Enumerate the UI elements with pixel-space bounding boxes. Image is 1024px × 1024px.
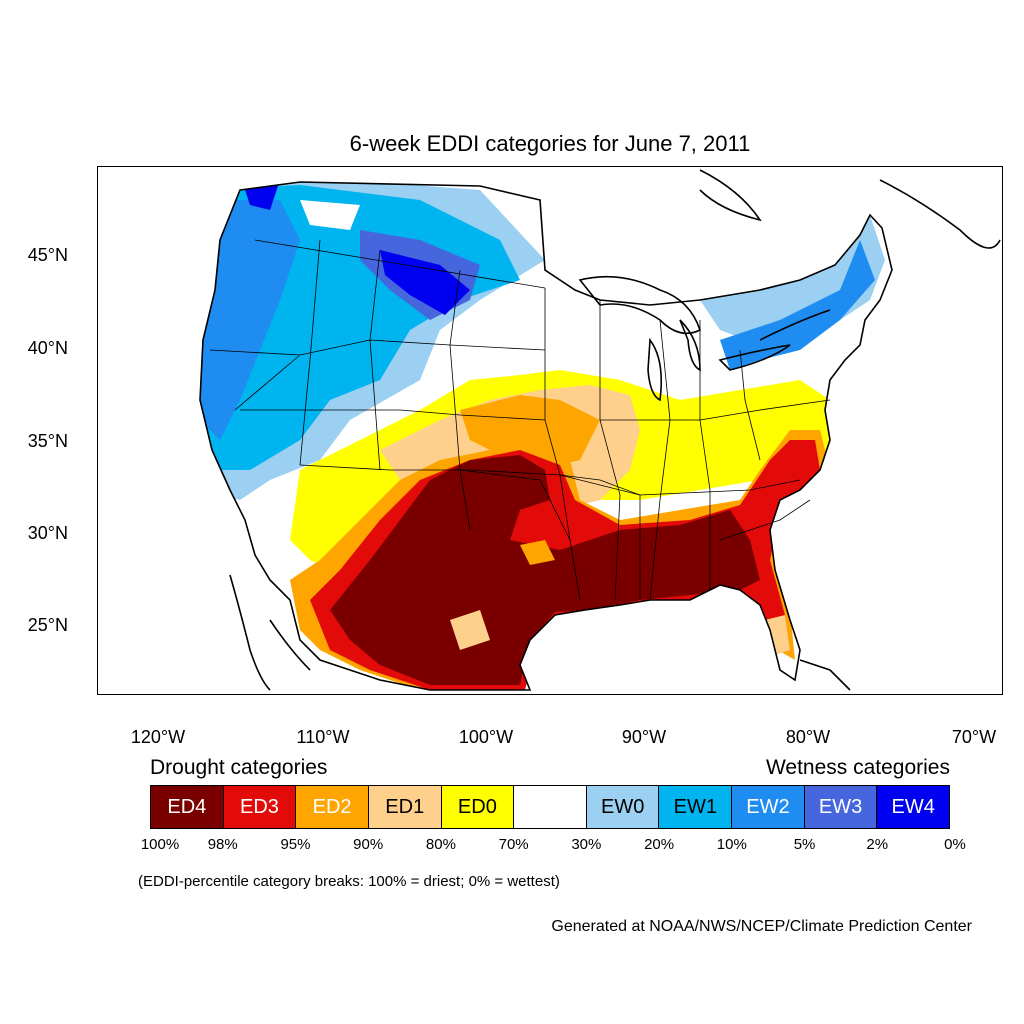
legend-box-ew2: EW2 — [732, 786, 805, 828]
lon-label-90: 90°W — [621, 727, 667, 747]
state-boundaries — [209, 239, 831, 601]
coastlines — [199, 169, 1001, 691]
drought-heading: Drought categories — [150, 756, 328, 779]
wet-ew2-northeast — [720, 240, 875, 370]
legend-break-label: 5% — [793, 836, 816, 853]
legend-break-label: 10% — [716, 836, 747, 853]
dry-ed1-great-lakes — [640, 220, 750, 295]
lon-label-110: 110°W — [296, 727, 350, 747]
legend-box-ed2: ED2 — [296, 786, 369, 828]
lat-label-35: 35°N — [27, 431, 68, 451]
wetness-heading: Wetness categories — [765, 756, 950, 779]
legend-break-label: 80% — [425, 836, 456, 853]
legend-color-bar: ED4 ED3 ED2 ED1 ED0 EW0 EW1 EW2 EW3 EW4 — [150, 785, 950, 829]
map-title: 6-week EDDI categories for June 7, 2011 — [349, 131, 751, 156]
wet-ew4-montana — [380, 250, 470, 315]
legend-box-ed0: ED0 — [441, 786, 515, 828]
legend-break-label: 2% — [866, 836, 889, 853]
legend-box-neutral — [514, 786, 587, 828]
category-break-note: (EDDI-percentile category breaks: 100% =… — [138, 873, 560, 890]
lat-label-30: 30°N — [27, 523, 68, 543]
credit-line: Generated at NOAA/NWS/NCEP/Climate Predi… — [551, 918, 972, 935]
legend-box-ew1: EW1 — [659, 786, 733, 828]
legend-break-label: 90% — [353, 836, 384, 853]
wet-ew2-pacific — [200, 200, 300, 440]
legend-break-label: 95% — [280, 836, 311, 853]
legend-break-label: 100% — [140, 836, 180, 853]
lat-label-25: 25°N — [27, 615, 68, 635]
lon-label-70: 70°W — [951, 727, 997, 747]
legend-box-ew0: EW0 — [586, 786, 660, 828]
dry-ed0-great-lakes — [580, 190, 810, 295]
legend-break-label: 98% — [207, 836, 238, 853]
lon-label-100: 100°W — [458, 727, 514, 747]
dry-ed1-mexico-patch — [450, 610, 490, 650]
dry-ed2-texas-patch — [520, 540, 555, 565]
legend-break-label: 70% — [498, 836, 529, 853]
dry-ed4-south — [330, 455, 760, 685]
legend-break-label: 0% — [944, 836, 966, 853]
legend-box-ed1: ED1 — [368, 786, 442, 828]
legend-box-ed4: ED4 — [151, 786, 224, 828]
lat-label-45: 45°N — [27, 245, 68, 265]
legend-box-ew4: EW4 — [877, 786, 950, 828]
neutral-idaho — [300, 200, 360, 230]
lon-label-120: 120°W — [130, 727, 186, 747]
legend-box-ew3: EW3 — [804, 786, 878, 828]
dry-ed1-florida-patch — [765, 615, 790, 655]
lon-label-80: 80°W — [785, 727, 831, 747]
legend-box-ed3: ED3 — [223, 786, 297, 828]
lat-label-40: 40°N — [27, 338, 68, 358]
legend-break-label: 20% — [644, 836, 675, 853]
legend-break-label: 30% — [571, 836, 602, 853]
